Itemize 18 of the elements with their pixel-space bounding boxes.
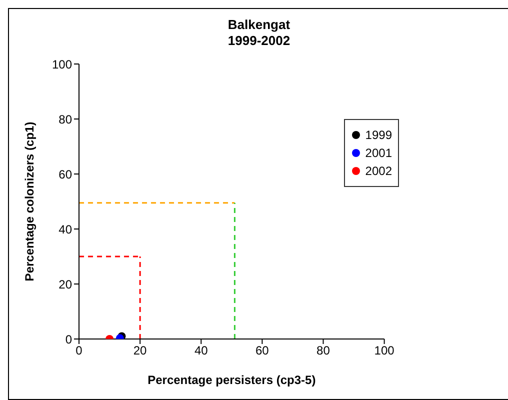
legend-label: 2001: [365, 146, 392, 160]
y-tick-label: 100: [52, 57, 72, 72]
y-axis-title: Percentage colonizers (cp1): [22, 122, 36, 282]
y-tick-label: 0: [65, 332, 72, 346]
y-tick-label: 60: [58, 167, 72, 182]
x-axis-title: Percentage persisters (cp3-5): [148, 373, 316, 387]
x-tick-label: 40: [194, 344, 208, 358]
legend-label: 2002: [365, 164, 392, 178]
legend-label: 1999: [365, 128, 392, 142]
y-tick-label: 40: [58, 222, 72, 236]
chart-title: Balkengat 1999-2002: [226, 17, 292, 49]
x-tick-label: 60: [256, 344, 270, 358]
y-tick-label: 20: [58, 277, 72, 292]
x-tick-label: 20: [133, 344, 148, 358]
x-tick-label: 100: [374, 344, 395, 358]
y-tick-label: 80: [58, 112, 72, 126]
x-tick-label: 80: [316, 344, 330, 358]
x-tick-label: 0: [76, 344, 83, 358]
